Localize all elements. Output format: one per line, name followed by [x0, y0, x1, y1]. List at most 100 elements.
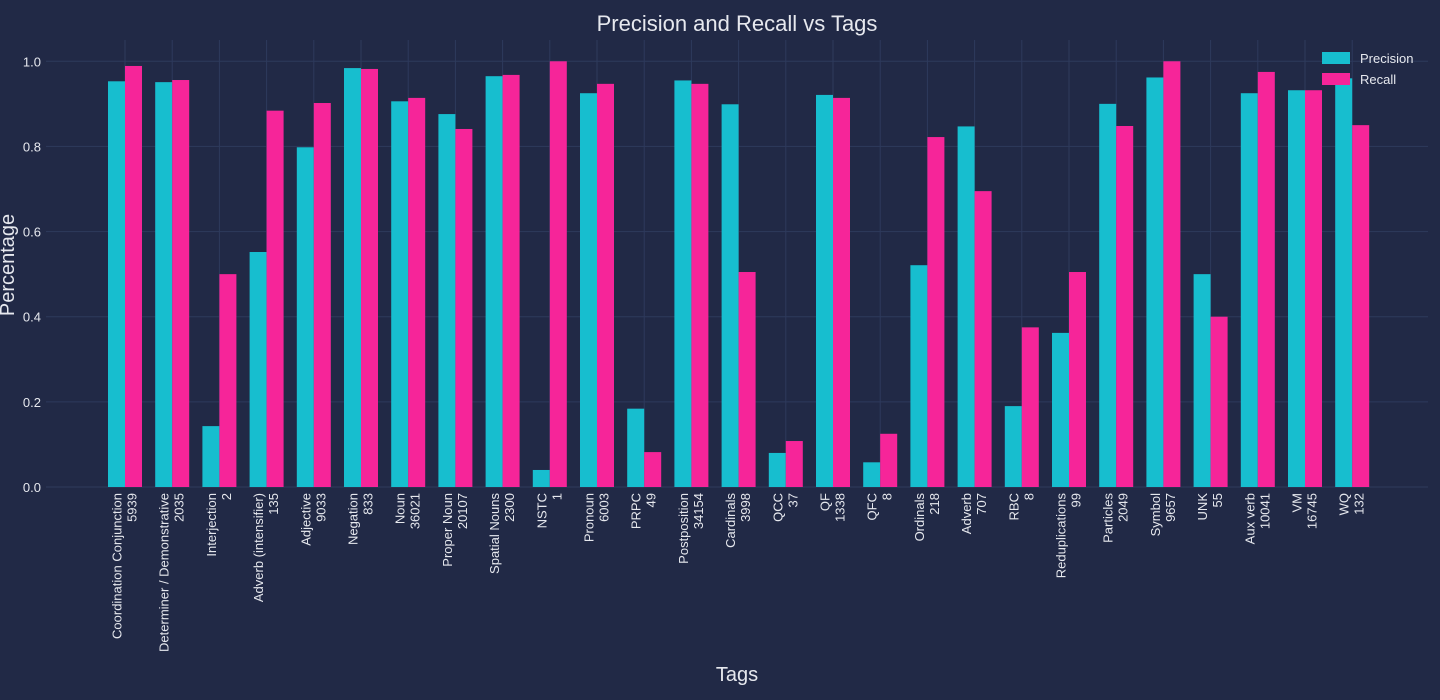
precision-bar	[296, 147, 314, 487]
precision-bar	[391, 101, 409, 487]
recall-bar	[1116, 125, 1134, 487]
x-tick-count: 3998	[738, 493, 753, 522]
y-tick-label: 1.0	[23, 54, 41, 69]
recall-bar	[313, 103, 331, 488]
x-tick-count: 707	[974, 493, 989, 515]
x-tick-label: Adjective	[298, 493, 313, 546]
precision-bar	[674, 80, 692, 487]
x-axis-ticks: Coordination Conjunction 5939 Determiner /…	[110, 493, 1367, 652]
x-tick-count: 34154	[691, 493, 706, 529]
x-tick-label: Adverb	[959, 493, 974, 534]
precision-bar	[249, 252, 267, 487]
recall-bar	[833, 97, 850, 487]
recall-bar	[549, 61, 567, 488]
x-tick-label: Particles	[1101, 493, 1116, 543]
x-tick-count: 10041	[1257, 493, 1272, 529]
x-tick-label: QFC	[865, 493, 880, 520]
x-tick-label: WQ	[1337, 493, 1352, 515]
x-tick-label: Aux verb	[1242, 493, 1257, 544]
legend-label: Precision	[1360, 51, 1413, 66]
x-axis-label: Tags	[716, 664, 758, 686]
recall-bar	[927, 137, 945, 487]
y-tick-label: 0.8	[23, 139, 41, 154]
precision-bar	[108, 81, 125, 488]
precision-bar	[1004, 406, 1022, 487]
precision-bar	[863, 462, 881, 487]
recall-bar	[172, 80, 190, 487]
x-tick-label: Symbol	[1148, 493, 1163, 536]
precision-bar	[768, 452, 786, 487]
y-tick-label: 0.4	[23, 310, 41, 325]
precision-bar	[1335, 78, 1353, 488]
x-tick-label: UNK	[1195, 493, 1210, 521]
x-tick-count: 9657	[1163, 493, 1178, 522]
x-tick-label: VM	[1290, 493, 1305, 513]
x-tick-label: Spatial Nouns	[487, 493, 502, 574]
precision-bar	[1240, 93, 1258, 487]
x-tick-label: Ordinals	[912, 493, 927, 542]
x-tick-label: Postposition	[676, 493, 691, 564]
legend-label: Recall	[1360, 72, 1396, 87]
x-tick-count: 1	[549, 493, 564, 500]
recall-bar	[691, 83, 709, 487]
x-tick-label: PRPC	[629, 493, 644, 529]
precision-bar	[1146, 77, 1164, 487]
x-tick-label: Negation	[346, 493, 361, 545]
precision-bar	[721, 104, 739, 487]
recall-bar	[1352, 125, 1370, 488]
x-tick-label: Pronoun	[582, 493, 597, 542]
x-tick-count: 49	[644, 493, 659, 507]
recall-bar	[219, 274, 237, 487]
precision-bar	[1052, 332, 1069, 487]
x-tick-count: 8	[1021, 493, 1036, 500]
precision-bar	[1193, 274, 1211, 487]
recall-bar	[1163, 61, 1181, 488]
recall-bar	[785, 441, 803, 487]
precision-bar	[580, 93, 597, 487]
x-tick-label: Cardinals	[723, 493, 738, 548]
x-tick-count: 6003	[597, 493, 612, 522]
x-tick-label: Adverb (intensifier)	[251, 493, 266, 602]
x-tick-label: QCC	[770, 493, 785, 522]
x-tick-label: NSTC	[534, 493, 549, 528]
precision-bar	[816, 94, 833, 487]
x-tick-label: Coordination Conjunction	[110, 493, 125, 639]
x-tick-label: RBC	[1006, 493, 1021, 520]
x-tick-count: 8	[880, 493, 895, 500]
recall-bar	[644, 452, 662, 487]
recall-bar	[597, 83, 614, 487]
precision-bar	[485, 76, 503, 487]
recall-bar	[266, 110, 284, 487]
bars	[108, 61, 1370, 488]
precision-bar	[910, 265, 928, 487]
recall-bar	[1305, 90, 1322, 487]
x-tick-count: 16745	[1305, 493, 1320, 529]
x-tick-count: 2	[219, 493, 234, 500]
precision-bar	[344, 68, 361, 488]
y-tick-label: 0.6	[23, 225, 41, 240]
recall-bar	[125, 65, 142, 488]
recall-bar	[1210, 316, 1228, 487]
x-tick-count: 2300	[502, 493, 517, 522]
y-tick-label: 0.0	[23, 480, 41, 495]
x-tick-count: 2049	[1116, 493, 1131, 522]
chart-title: Precision and Recall vs Tags	[597, 11, 878, 36]
precision-bar	[438, 114, 456, 488]
recall-bar	[1257, 71, 1275, 487]
precision-bar	[1288, 90, 1305, 487]
legend-swatch	[1322, 52, 1350, 64]
precision-bar	[155, 82, 173, 487]
precision-bar	[627, 408, 645, 487]
y-tick-label: 0.2	[23, 395, 41, 410]
x-tick-count: 36021	[408, 493, 423, 529]
x-tick-count: 135	[266, 493, 281, 515]
y-axis-label: Percentage	[0, 214, 19, 316]
x-tick-label: Reduplications	[1054, 493, 1069, 579]
recall-bar	[738, 272, 756, 487]
x-tick-count: 99	[1069, 493, 1084, 507]
x-tick-count: 132	[1352, 493, 1367, 515]
x-tick-count: 37	[785, 493, 800, 507]
precision-bar	[1099, 103, 1117, 487]
x-tick-count: 55	[1210, 493, 1225, 507]
